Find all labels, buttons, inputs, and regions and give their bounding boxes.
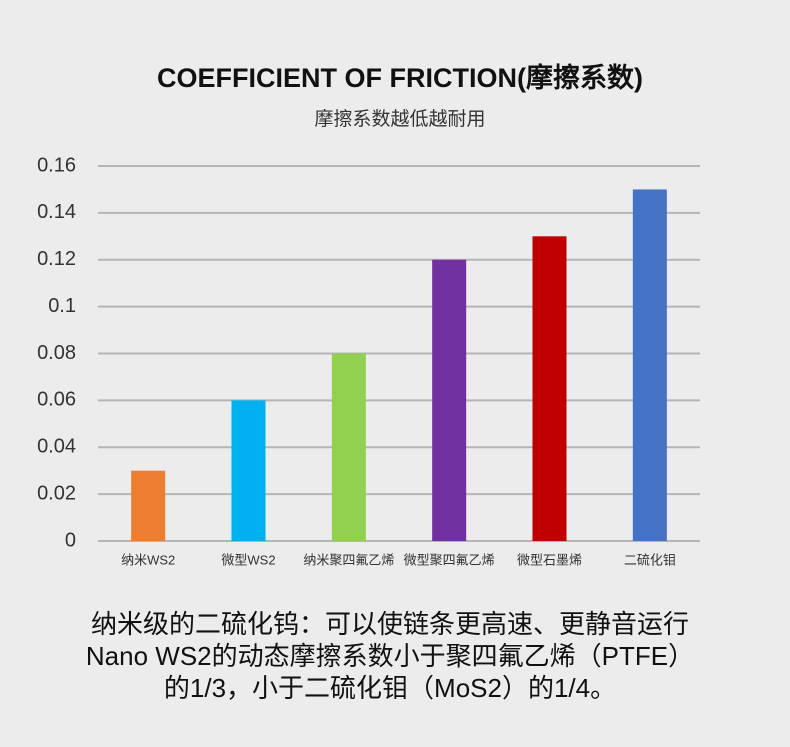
bar bbox=[532, 236, 567, 541]
x-tick-label: 纳米WS2 bbox=[121, 552, 175, 567]
y-tick-label: 0.02 bbox=[37, 482, 76, 504]
chart-subtitle: 摩擦系数越低越耐用 bbox=[314, 108, 485, 130]
bar bbox=[331, 353, 366, 541]
x-tick-label: 二硫化钼 bbox=[624, 552, 676, 567]
y-tick-label: 0.04 bbox=[37, 436, 76, 458]
y-tick-label: 0.16 bbox=[37, 154, 76, 176]
y-tick-label: 0.08 bbox=[37, 342, 76, 364]
annotation: 的1/3，小于二硫化钼（MoS2）的1/4。 bbox=[164, 673, 616, 703]
bar bbox=[131, 470, 166, 541]
y-tick-label: 0.1 bbox=[48, 295, 76, 317]
chart-title: COEFFICIENT OF FRICTION(摩擦系数) bbox=[157, 62, 643, 93]
y-tick-label: 0.12 bbox=[37, 248, 76, 270]
y-tick-label: 0.06 bbox=[37, 389, 76, 411]
annotation: 纳米级的二硫化钨：可以使链条更高速、更静音运行 bbox=[91, 609, 689, 639]
y-tick-label: 0 bbox=[65, 529, 76, 551]
annotation: Nano WS2的动态摩擦系数小于聚四氟乙烯（PTFE） bbox=[86, 641, 694, 671]
bar bbox=[231, 400, 266, 541]
bar bbox=[632, 189, 667, 541]
x-tick-label: 微型石墨烯 bbox=[517, 552, 582, 567]
x-tick-label: 微型聚四氟乙烯 bbox=[404, 552, 495, 567]
y-tick-label: 0.14 bbox=[37, 201, 76, 223]
x-tick-label: 微型WS2 bbox=[221, 552, 275, 567]
bar bbox=[432, 259, 467, 541]
x-tick-label: 纳米聚四氟乙烯 bbox=[303, 552, 394, 567]
